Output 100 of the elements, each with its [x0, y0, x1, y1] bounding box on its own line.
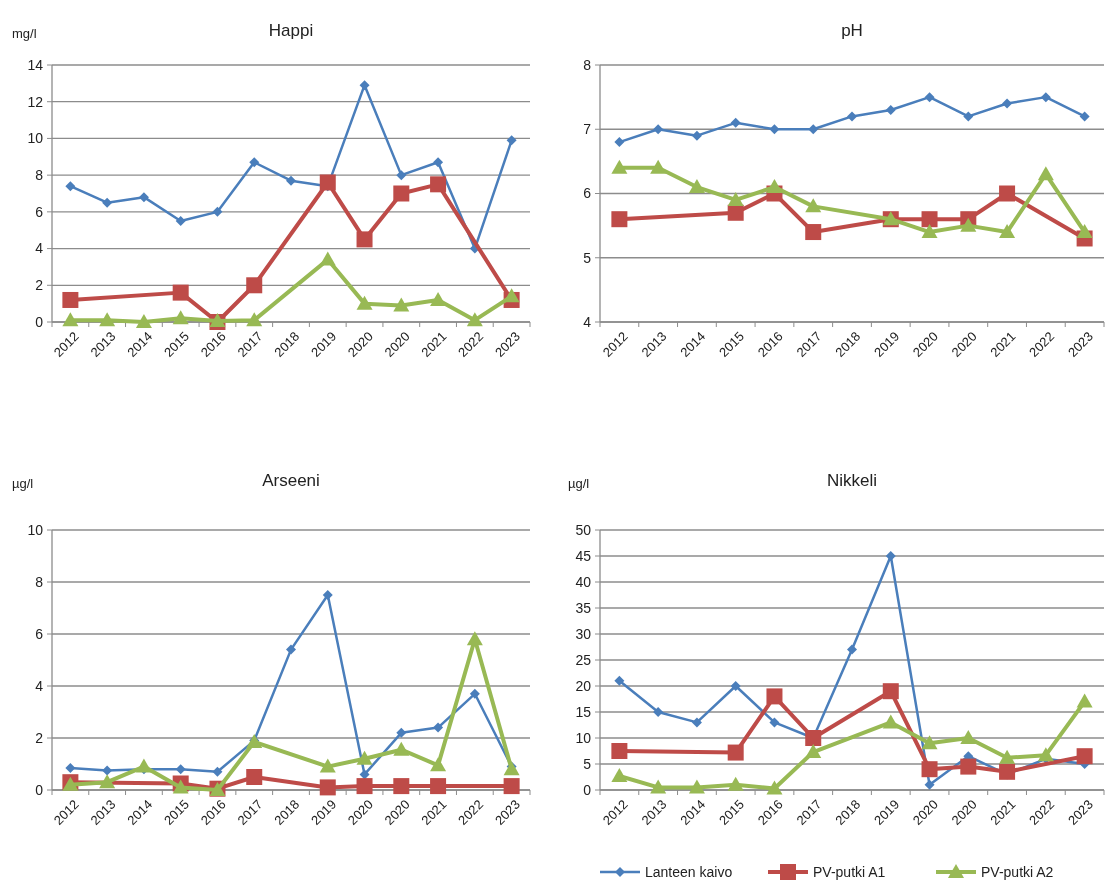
y-tick-label: 0	[583, 781, 592, 798]
y-tick-label: 25	[575, 651, 592, 668]
point	[99, 312, 116, 327]
y-tick-label: 8	[35, 167, 44, 184]
legend-label: PV-putki A2	[981, 863, 1054, 880]
point	[396, 727, 407, 738]
point	[805, 198, 822, 213]
point	[503, 761, 520, 776]
y-tick-label: 5	[583, 755, 592, 772]
point	[319, 174, 336, 191]
point	[766, 688, 783, 705]
point	[356, 778, 373, 795]
point	[65, 181, 76, 192]
point	[138, 192, 149, 203]
y-tick-label: 4	[35, 240, 44, 257]
point	[1037, 166, 1054, 181]
point	[960, 217, 977, 232]
y-tick-label: 6	[583, 185, 592, 202]
point	[430, 757, 447, 772]
point	[688, 179, 705, 194]
point	[808, 124, 819, 135]
point	[960, 730, 977, 744]
point	[960, 758, 977, 775]
point	[805, 744, 822, 759]
point	[359, 80, 370, 91]
point	[102, 765, 113, 776]
point	[503, 778, 520, 795]
point	[246, 769, 263, 785]
point	[172, 310, 189, 325]
point	[727, 744, 744, 761]
point	[769, 124, 780, 135]
point	[359, 769, 370, 780]
point	[614, 675, 625, 686]
point	[286, 644, 296, 655]
y-tick-label: 5	[583, 249, 592, 266]
point	[999, 224, 1016, 239]
point	[999, 185, 1016, 202]
point	[727, 191, 744, 206]
point	[805, 224, 822, 241]
y-tick-label: 6	[35, 203, 44, 220]
point	[921, 224, 938, 239]
point	[433, 157, 444, 168]
point	[963, 111, 974, 122]
point	[1002, 98, 1013, 109]
point	[611, 767, 628, 782]
point	[212, 206, 223, 217]
point	[430, 778, 447, 795]
y-tick-label: 6	[35, 625, 44, 642]
point	[319, 758, 336, 773]
point	[882, 714, 899, 729]
point	[727, 204, 744, 221]
point	[847, 644, 857, 655]
point	[503, 288, 520, 303]
point	[999, 763, 1016, 780]
point	[921, 735, 938, 750]
chart-title: Arseeni	[262, 471, 320, 490]
y-tick-label: 20	[575, 677, 592, 694]
point	[1040, 92, 1051, 103]
y-tick-label: 10	[27, 521, 44, 538]
point	[393, 185, 410, 202]
point	[430, 291, 447, 306]
point	[433, 722, 444, 733]
point	[727, 776, 744, 791]
point	[766, 780, 783, 795]
y-tick-label: 15	[575, 703, 592, 720]
point	[466, 631, 483, 646]
point	[393, 778, 410, 795]
point	[653, 124, 664, 135]
y-tick-label: 4	[583, 313, 592, 330]
y-tick-label: 45	[575, 547, 592, 564]
point	[135, 758, 152, 773]
point	[614, 137, 625, 148]
point	[769, 717, 780, 728]
point	[102, 197, 113, 208]
point	[319, 779, 336, 796]
point	[924, 92, 935, 103]
point	[650, 779, 667, 794]
point	[430, 176, 447, 193]
point	[506, 135, 517, 146]
chart-title: pH	[841, 21, 863, 40]
y-tick-label: 0	[35, 313, 44, 330]
point	[469, 688, 480, 699]
point	[175, 764, 186, 775]
y-tick-label: 2	[35, 277, 44, 294]
point	[882, 683, 899, 700]
y-tick-label: 8	[583, 56, 592, 73]
point	[466, 312, 483, 327]
y-tick-label: 2	[35, 729, 44, 746]
y-tick-label: 50	[575, 521, 592, 538]
point	[393, 297, 410, 312]
y-tick-label: 0	[35, 781, 44, 798]
point	[611, 159, 628, 174]
point	[322, 590, 333, 600]
point	[691, 717, 702, 728]
y-tick-label: 10	[27, 130, 44, 147]
point	[766, 179, 783, 194]
point	[653, 707, 664, 717]
point	[172, 779, 189, 794]
y-axis-title: mg/l	[12, 26, 37, 41]
point	[885, 104, 896, 115]
